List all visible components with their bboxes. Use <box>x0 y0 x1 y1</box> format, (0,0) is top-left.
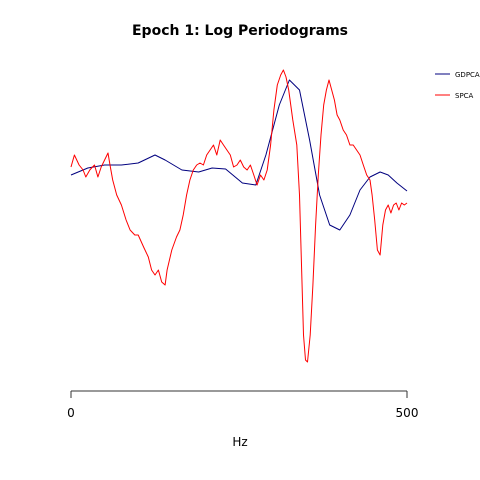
series-line-spca <box>70 69 408 363</box>
legend: GDPCA SPCA <box>435 71 480 100</box>
x-axis-label: Hz <box>232 435 247 449</box>
chart-title: Epoch 1: Log Periodograms <box>132 23 348 39</box>
legend-label-spca: SPCA <box>455 92 474 100</box>
series-line-gdpca <box>70 79 408 231</box>
x-tick-label-500: 500 <box>396 406 419 420</box>
legend-label-gdpca: GDPCA <box>455 71 480 79</box>
x-tick-label-0: 0 <box>67 406 75 420</box>
plot-area <box>70 69 408 363</box>
